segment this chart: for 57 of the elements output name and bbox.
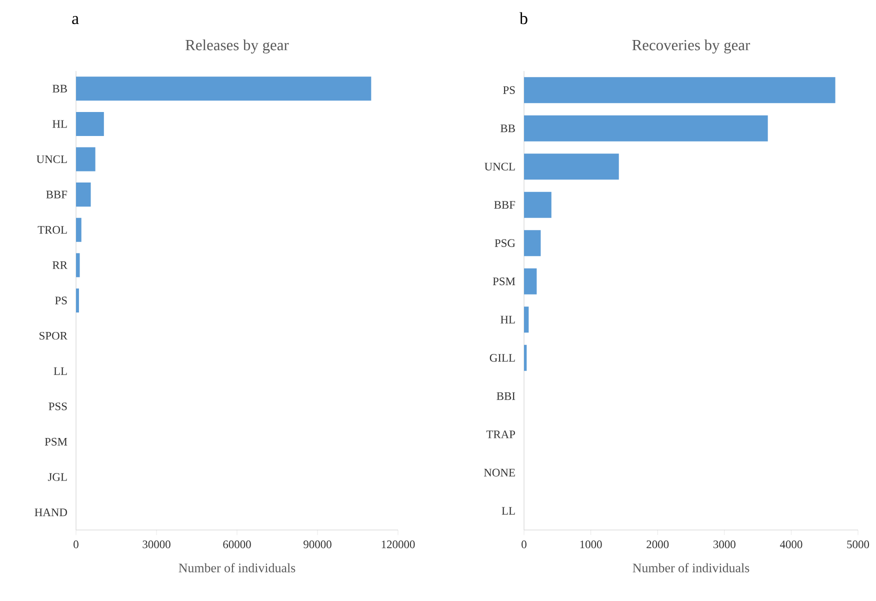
x-tick-label: 90000 — [304, 540, 332, 548]
y-tick-label: BB — [52, 84, 67, 92]
y-tick-label: BBI — [496, 392, 516, 400]
y-tick-label: GILL — [490, 354, 515, 362]
x-tick-label: 0 — [522, 540, 526, 548]
x-tick-label: 30000 — [142, 540, 170, 548]
x-tick-label: 2000 — [646, 540, 669, 548]
bar — [76, 147, 96, 172]
y-tick-label: PS — [55, 296, 67, 304]
y-tick-label: TRAP — [486, 430, 516, 438]
y-tick-label: UNCL — [36, 155, 67, 164]
text: b — [520, 12, 528, 24]
y-tick-label: HAND — [34, 508, 68, 516]
y-tick-label: PSS — [48, 402, 67, 410]
bar — [524, 115, 768, 142]
y-tick-label: HL — [52, 120, 67, 128]
x-tick-label: 4000 — [780, 540, 802, 548]
y-tick-label: LL — [54, 367, 67, 375]
bar — [524, 344, 527, 371]
y-tick-label: PSM — [44, 438, 68, 446]
bar — [76, 76, 372, 101]
bar — [76, 182, 91, 207]
y-tick-label: BBF — [46, 190, 68, 198]
x-tick-label: 1000 — [580, 540, 602, 548]
y-tick-label: PS — [503, 86, 515, 94]
x-tick-label: 60000 — [223, 540, 251, 548]
y-tick-label: SPOR — [40, 332, 68, 340]
x-tick-label: 120000 — [382, 540, 415, 548]
bar — [524, 230, 541, 256]
bar — [76, 253, 80, 278]
x-axis-title: Number of individuals — [632, 563, 750, 572]
bar — [524, 306, 529, 333]
chart-title: Recoveries by gear — [632, 39, 750, 54]
y-tick-label: PSG — [494, 239, 516, 247]
x-tick-label: 3000 — [714, 540, 736, 548]
x-axis-title: Number of individuals — [178, 563, 296, 572]
y-tick-label: NONE — [484, 468, 515, 476]
bar — [524, 154, 619, 180]
text: a — [72, 16, 79, 24]
y-tick-label: UNCL — [484, 162, 515, 170]
bar — [524, 77, 836, 104]
y-tick-label: RR — [52, 261, 68, 269]
x-tick-label: 0 — [74, 540, 78, 548]
y-tick-label: HL — [500, 316, 515, 324]
y-tick-label: TROL — [38, 226, 67, 234]
chart-title: Releases by gear — [186, 39, 289, 54]
bar — [76, 288, 79, 312]
y-tick-label: BBF — [494, 201, 516, 209]
y-tick-label: BB — [500, 124, 515, 132]
bar — [76, 218, 82, 242]
y-tick-label: JGL — [48, 473, 67, 481]
bar — [524, 192, 552, 218]
bar — [76, 112, 104, 136]
bar — [524, 268, 537, 294]
y-tick-label: LL — [502, 507, 515, 515]
x-tick-label: 5000 — [847, 540, 870, 548]
y-tick-label: PSM — [492, 278, 516, 286]
